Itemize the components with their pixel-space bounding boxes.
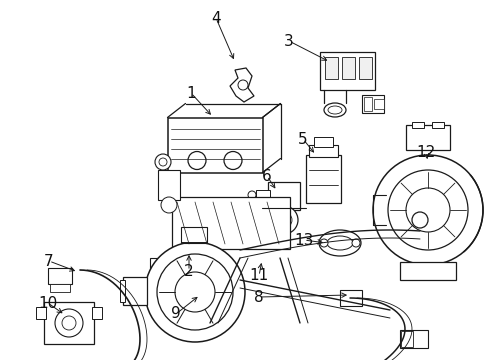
Circle shape	[372, 155, 482, 265]
Text: 11: 11	[249, 269, 268, 284]
Bar	[319, 52, 374, 90]
Ellipse shape	[326, 236, 352, 250]
Circle shape	[55, 309, 83, 337]
Bar	[44, 302, 94, 344]
Text: 7: 7	[44, 253, 54, 269]
Text: 6: 6	[262, 168, 271, 184]
Ellipse shape	[163, 262, 177, 272]
Ellipse shape	[318, 230, 360, 256]
Bar	[339, 290, 361, 306]
Bar	[150, 258, 178, 276]
Text: 3: 3	[284, 33, 293, 49]
Circle shape	[275, 212, 291, 228]
Circle shape	[238, 80, 247, 90]
Circle shape	[187, 152, 205, 170]
Bar	[400, 331, 412, 347]
Bar	[363, 97, 371, 111]
Circle shape	[145, 242, 244, 342]
Circle shape	[175, 272, 215, 312]
Circle shape	[224, 152, 242, 170]
Bar	[373, 99, 383, 109]
Bar	[267, 182, 299, 210]
Bar	[123, 277, 147, 305]
Bar	[405, 125, 449, 150]
Bar	[120, 280, 125, 302]
Bar	[36, 307, 46, 319]
Text: 13: 13	[294, 233, 313, 248]
Circle shape	[405, 188, 449, 232]
Ellipse shape	[324, 103, 346, 117]
Circle shape	[411, 212, 427, 228]
Circle shape	[159, 158, 167, 166]
Bar	[92, 307, 102, 319]
Bar	[399, 330, 427, 348]
Polygon shape	[229, 68, 253, 102]
Bar	[172, 197, 289, 249]
Bar	[305, 155, 340, 203]
Circle shape	[387, 170, 467, 250]
Bar	[341, 57, 354, 79]
Text: 1: 1	[186, 86, 195, 100]
Text: 9: 9	[171, 306, 181, 321]
Bar	[167, 117, 262, 172]
Circle shape	[351, 239, 359, 247]
Text: 10: 10	[38, 296, 58, 310]
Text: 5: 5	[298, 131, 307, 147]
Text: 8: 8	[254, 289, 263, 305]
Circle shape	[269, 206, 297, 234]
Bar	[256, 190, 269, 200]
Bar	[431, 122, 443, 128]
Bar	[313, 137, 332, 147]
Bar	[325, 57, 337, 79]
Circle shape	[157, 254, 232, 330]
Bar	[399, 262, 455, 280]
Bar	[48, 268, 72, 284]
Text: 4: 4	[211, 10, 221, 26]
Text: 2: 2	[184, 264, 193, 279]
Bar	[411, 122, 423, 128]
Bar	[50, 284, 70, 292]
Text: 12: 12	[415, 144, 435, 159]
Bar	[158, 170, 180, 200]
Ellipse shape	[247, 191, 256, 199]
Circle shape	[155, 154, 171, 170]
Circle shape	[62, 316, 76, 330]
Circle shape	[319, 239, 327, 247]
Circle shape	[161, 197, 177, 213]
Bar	[361, 95, 383, 113]
Bar	[358, 57, 371, 79]
Bar	[308, 145, 337, 157]
Bar	[181, 227, 206, 243]
Ellipse shape	[327, 106, 341, 114]
